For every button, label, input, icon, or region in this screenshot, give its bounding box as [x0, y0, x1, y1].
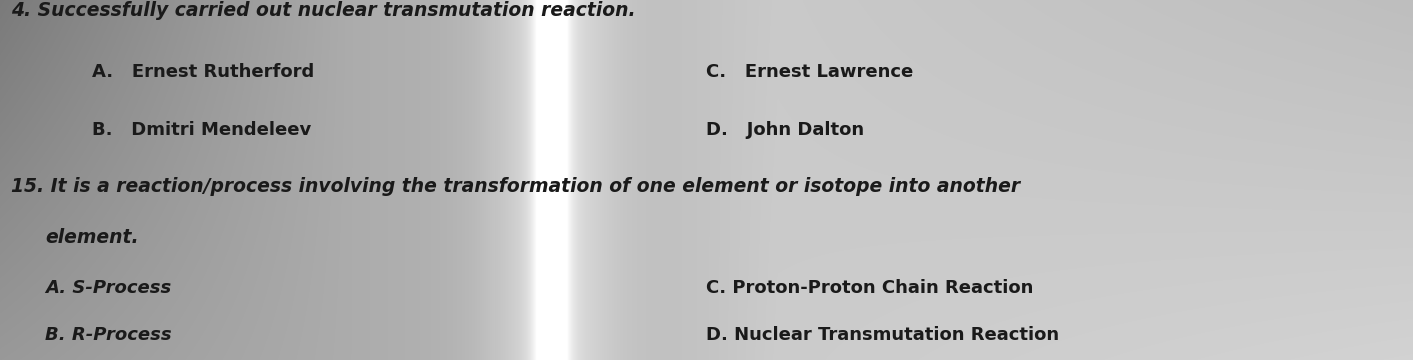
- Text: A. S-Process: A. S-Process: [45, 279, 171, 297]
- Text: 15. It is a reaction/process involving the transformation of one element or isot: 15. It is a reaction/process involving t…: [11, 177, 1020, 196]
- Text: D. Nuclear Transmutation Reaction: D. Nuclear Transmutation Reaction: [706, 326, 1060, 344]
- Text: B. R-Process: B. R-Process: [45, 326, 172, 344]
- Text: D.   John Dalton: D. John Dalton: [706, 121, 865, 139]
- Text: 4. Successfully carried out nuclear transmutation reaction.: 4. Successfully carried out nuclear tran…: [11, 1, 636, 20]
- Text: A.   Ernest Rutherford: A. Ernest Rutherford: [92, 63, 314, 81]
- Text: element.: element.: [45, 228, 138, 247]
- Text: C. Proton-Proton Chain Reaction: C. Proton-Proton Chain Reaction: [706, 279, 1034, 297]
- Text: C.   Ernest Lawrence: C. Ernest Lawrence: [706, 63, 914, 81]
- Text: B.   Dmitri Mendeleev: B. Dmitri Mendeleev: [92, 121, 311, 139]
